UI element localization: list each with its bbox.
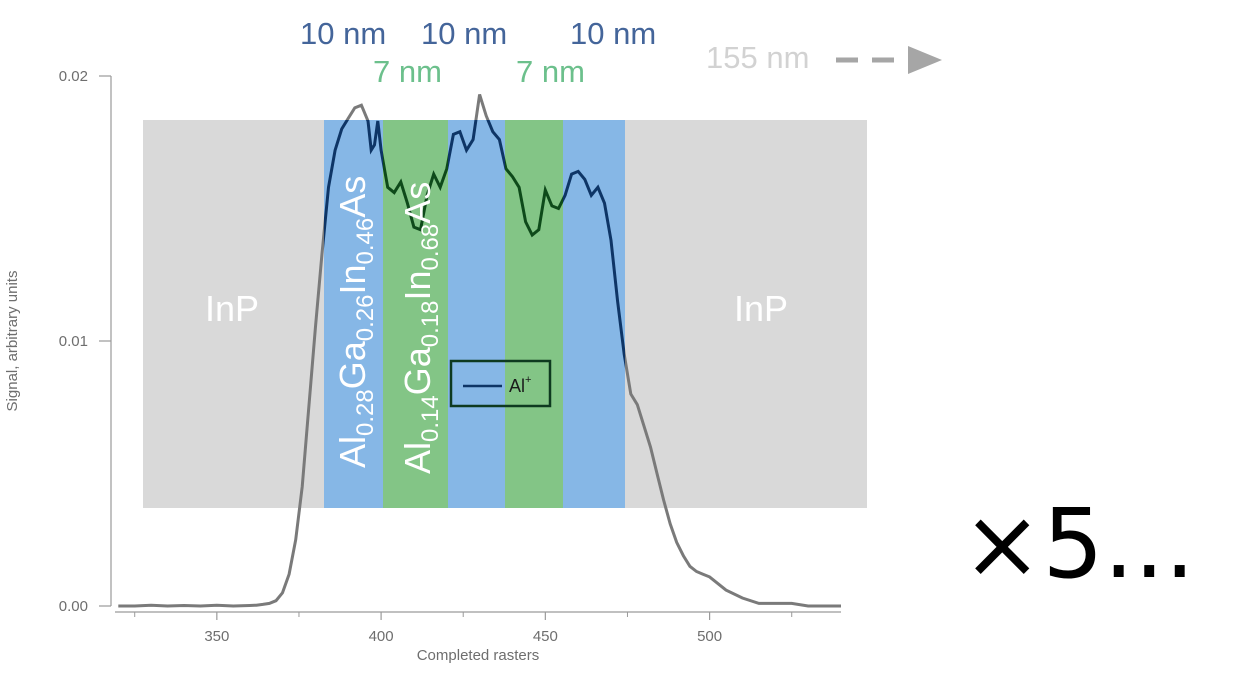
layer-bands (143, 120, 867, 508)
dashed-arrow (836, 46, 942, 74)
arrow-head (908, 46, 942, 74)
x-axis-label: Completed rasters (417, 647, 540, 664)
blue-band-1 (324, 120, 383, 508)
y-axis: 0.00 0.01 0.02 Signal, arbitrary units (4, 68, 112, 615)
x-tick-label: 350 (204, 628, 229, 645)
legend: Al+ (449, 359, 552, 408)
y-tick-label: 0.01 (59, 333, 88, 350)
x-tick-label: 400 (369, 628, 394, 645)
y-ticks: 0.00 0.01 0.02 (59, 68, 111, 615)
green-band-2 (505, 120, 563, 508)
legend-entry: Al+ (509, 374, 531, 396)
legend-box (449, 359, 552, 408)
y-tick-label: 0.02 (59, 68, 88, 85)
series-line-blue-region (324, 120, 625, 508)
y-axis-label: Signal, arbitrary units (4, 271, 21, 412)
x-tick-label: 500 (697, 628, 722, 645)
x-axis: 350 400 450 500 Completed rasters (115, 611, 841, 664)
y-tick-label: 0.00 (59, 598, 88, 615)
green-band-1 (383, 120, 448, 508)
x-tick-label: 450 (533, 628, 558, 645)
x-ticks: 350 400 450 500 (134, 612, 793, 645)
blue-band-3 (563, 120, 625, 508)
blue-band-2 (448, 120, 505, 508)
series-al (118, 94, 841, 608)
